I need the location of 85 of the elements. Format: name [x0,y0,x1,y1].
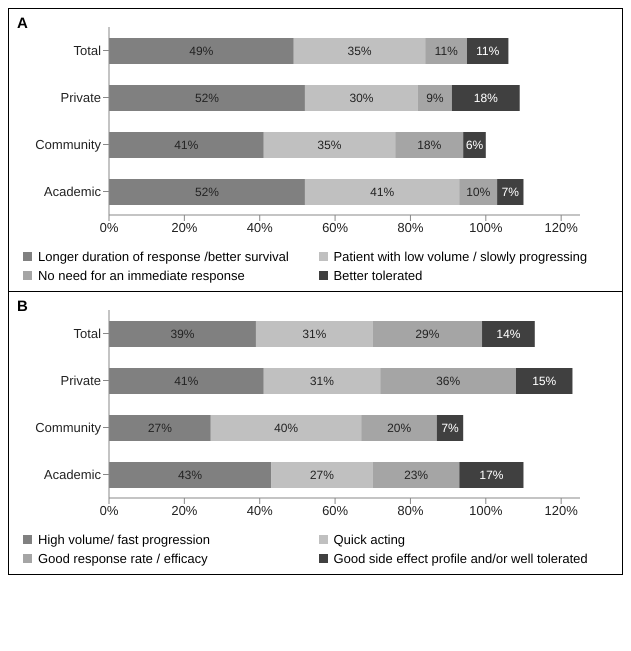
bar [210,415,362,441]
data-label: 52% [194,91,220,105]
legend-label: Better tolerated [334,268,422,283]
x-tick-label: 80% [397,503,424,518]
x-tick-label: 0% [100,503,119,518]
data-label: 39% [170,327,195,341]
bar [304,179,460,205]
data-label: 27% [310,468,334,482]
data-label: 20% [387,421,412,435]
x-tick-label: 120% [544,220,578,236]
data-label: 18% [474,91,498,105]
x-tick-label: 60% [322,220,349,236]
x-tick-label: 20% [171,220,198,236]
legend-label: Good side effect profile and/or well tolerated [334,551,588,566]
data-label: 17% [479,468,504,482]
bar [263,132,396,158]
data-label: 52% [194,185,220,199]
bar [452,85,520,111]
legend-label: Longer duration of response /better survival [38,249,289,264]
legend-label: Quick acting [334,532,406,547]
data-label: 35% [317,138,342,152]
data-label: 14% [496,327,521,341]
data-label: 43% [178,468,202,482]
bar [361,415,437,441]
data-label: 27% [148,421,172,435]
bar [271,462,373,488]
data-label: 6% [466,138,484,152]
y-tick-label: Private [60,373,101,388]
bar [372,321,482,347]
data-label: 10% [466,185,491,199]
legend-label: High volume/ fast progression [38,532,210,547]
data-label: 9% [426,91,444,105]
bar [372,462,460,488]
data-label: 41% [370,185,395,199]
y-tick-label: Academic [44,467,102,482]
x-tick-label: 20% [171,503,198,518]
y-tick-label: Community [35,137,102,152]
data-label: 41% [174,138,199,152]
bar [395,132,464,158]
x-tick-label: 40% [246,220,274,236]
y-tick-label: Community [35,420,102,436]
data-label: 41% [174,374,199,388]
x-tick-label: 0% [100,220,119,236]
y-tick-label: Total [74,326,102,342]
x-tick-label: 60% [322,503,349,518]
data-label: 30% [349,91,374,105]
y-tick-label: Private [60,90,101,106]
data-label: 31% [310,374,334,388]
data-label: 7% [441,421,460,435]
legend-label: No need for an immediate response [38,268,245,283]
x-tick-label: 80% [397,220,424,236]
bar [263,368,380,394]
bar [482,321,535,347]
x-tick-label: 120% [544,503,578,518]
x-tick-label: 100% [469,220,503,236]
bar [459,462,524,488]
bar [516,368,572,394]
data-label: 36% [436,374,460,388]
chart-title: B [17,298,28,315]
bar [418,85,452,111]
data-label: 11% [476,44,500,58]
data-label: 23% [404,468,428,482]
data-label: 18% [417,138,442,152]
data-label: 29% [415,327,440,341]
data-label: 49% [189,44,214,58]
bar [256,321,373,347]
bar [466,38,508,64]
legend-label: Patient with low volume / slowly progressing [334,249,588,264]
x-tick-label: 40% [246,503,274,518]
bar [304,85,418,111]
bar [426,38,467,64]
data-label: 31% [302,327,327,341]
y-tick-label: Total [74,43,102,58]
bar [380,368,516,394]
y-tick-label: Academic [44,184,102,200]
bar [294,38,426,64]
x-tick-label: 100% [469,503,503,518]
chart-title: A [17,15,28,32]
data-label: 15% [532,374,557,388]
bar [497,179,524,205]
data-label: 35% [348,44,372,58]
legend-label: Good response rate / efficacy [38,551,208,566]
data-label: 40% [274,421,298,435]
data-label: 7% [502,185,520,199]
data-label: 11% [434,44,458,58]
